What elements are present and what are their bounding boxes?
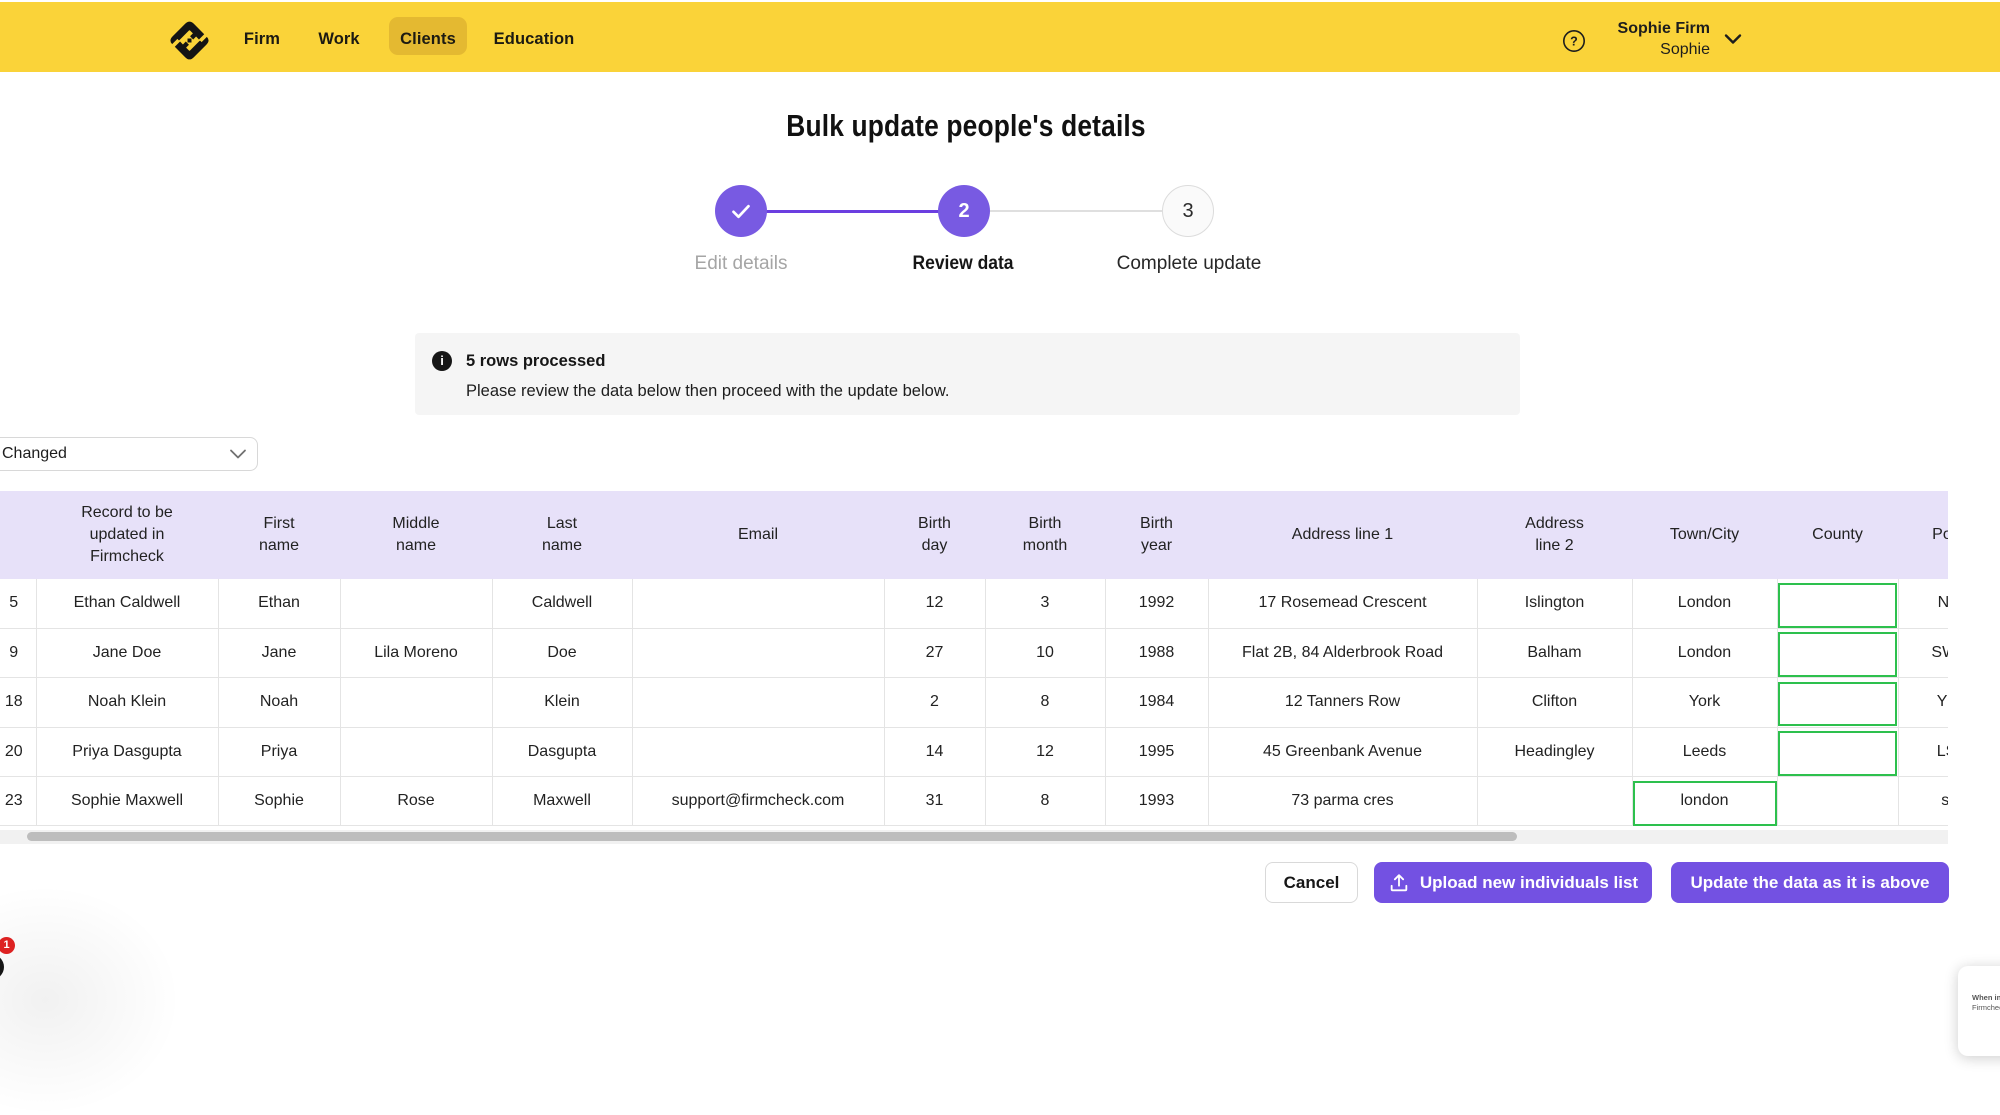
svg-text:?: ?: [1570, 35, 1578, 49]
